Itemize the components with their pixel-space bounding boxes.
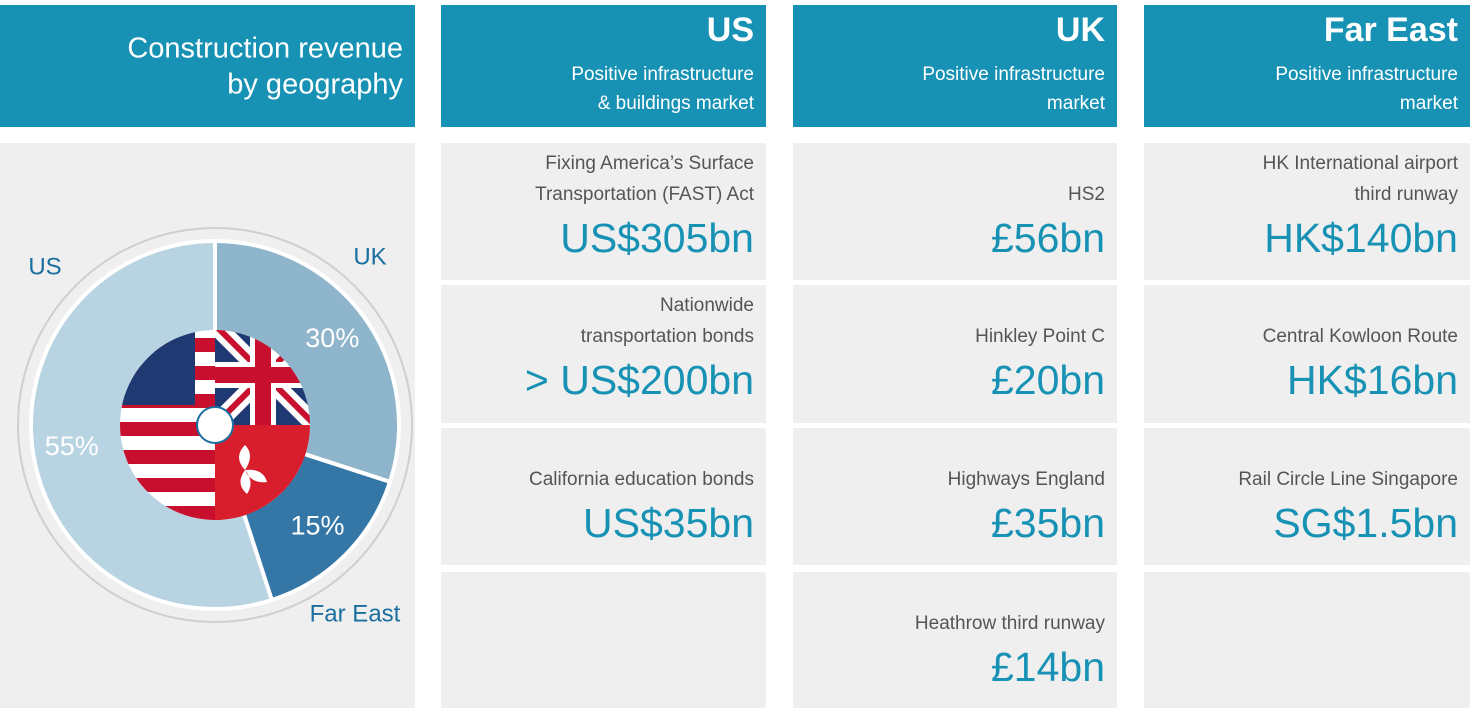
project-label: third runway bbox=[1355, 184, 1459, 205]
cell bbox=[1144, 428, 1470, 565]
project-label: HS2 bbox=[1068, 184, 1105, 205]
column-header bbox=[793, 5, 1117, 127]
slice-label: 15% bbox=[291, 511, 345, 541]
cell bbox=[793, 572, 1117, 708]
column-subtitle: market bbox=[1047, 93, 1106, 114]
project-label: HK International airport bbox=[1263, 153, 1459, 174]
cell bbox=[793, 428, 1117, 565]
project-value: > US$200bn bbox=[525, 357, 754, 403]
project-value: US$35bn bbox=[583, 500, 754, 546]
slice-label: 30% bbox=[305, 323, 359, 353]
project-label: Nationwide bbox=[660, 295, 754, 316]
column-title: Far East bbox=[1324, 11, 1458, 49]
project-label: Central Kowloon Route bbox=[1263, 326, 1458, 347]
project-value: US$305bn bbox=[560, 215, 754, 261]
cell bbox=[441, 285, 766, 423]
chart-title: by geography bbox=[227, 69, 403, 101]
chart-title: Construction revenue bbox=[127, 33, 403, 65]
column-title: UK bbox=[1056, 11, 1106, 49]
title-box bbox=[0, 5, 415, 127]
category-label: UK bbox=[353, 243, 386, 270]
cell bbox=[1144, 572, 1470, 708]
project-value: £56bn bbox=[991, 215, 1105, 261]
column-subtitle: Positive infrastructure bbox=[1275, 64, 1458, 85]
project-label: Transportation (FAST) Act bbox=[535, 184, 755, 205]
cell bbox=[441, 143, 766, 280]
column-subtitle: & buildings market bbox=[598, 93, 755, 114]
category-label: Far East bbox=[310, 600, 401, 627]
cell bbox=[1144, 143, 1470, 280]
center-dot bbox=[196, 406, 234, 444]
column-subtitle: Positive infrastructure bbox=[571, 64, 754, 85]
project-value: SG$1.5bn bbox=[1273, 500, 1458, 546]
cell bbox=[441, 572, 766, 708]
column-subtitle: market bbox=[1400, 93, 1459, 114]
category-label: US bbox=[28, 253, 61, 280]
column-title: US bbox=[707, 11, 754, 49]
project-value: HK$16bn bbox=[1287, 357, 1458, 403]
project-label: Hinkley Point C bbox=[975, 326, 1105, 347]
project-value: £35bn bbox=[991, 500, 1105, 546]
project-value: HK$140bn bbox=[1264, 215, 1458, 261]
project-label: Highways England bbox=[948, 469, 1105, 490]
cell bbox=[793, 143, 1117, 280]
column-header bbox=[441, 5, 766, 127]
cell bbox=[1144, 285, 1470, 423]
column-subtitle: Positive infrastructure bbox=[922, 64, 1105, 85]
slice-label: 55% bbox=[45, 431, 99, 461]
project-label: California education bonds bbox=[529, 469, 754, 490]
project-label: Fixing America’s Surface bbox=[545, 153, 754, 174]
cell bbox=[441, 428, 766, 565]
column-header bbox=[1144, 5, 1470, 127]
project-value: £20bn bbox=[991, 357, 1105, 403]
project-label: Heathrow third runway bbox=[915, 613, 1106, 634]
project-value: £14bn bbox=[991, 644, 1105, 690]
cell bbox=[793, 285, 1117, 423]
project-label: Rail Circle Line Singapore bbox=[1238, 469, 1458, 490]
outer-ring bbox=[17, 227, 413, 623]
project-label: transportation bonds bbox=[581, 326, 754, 347]
